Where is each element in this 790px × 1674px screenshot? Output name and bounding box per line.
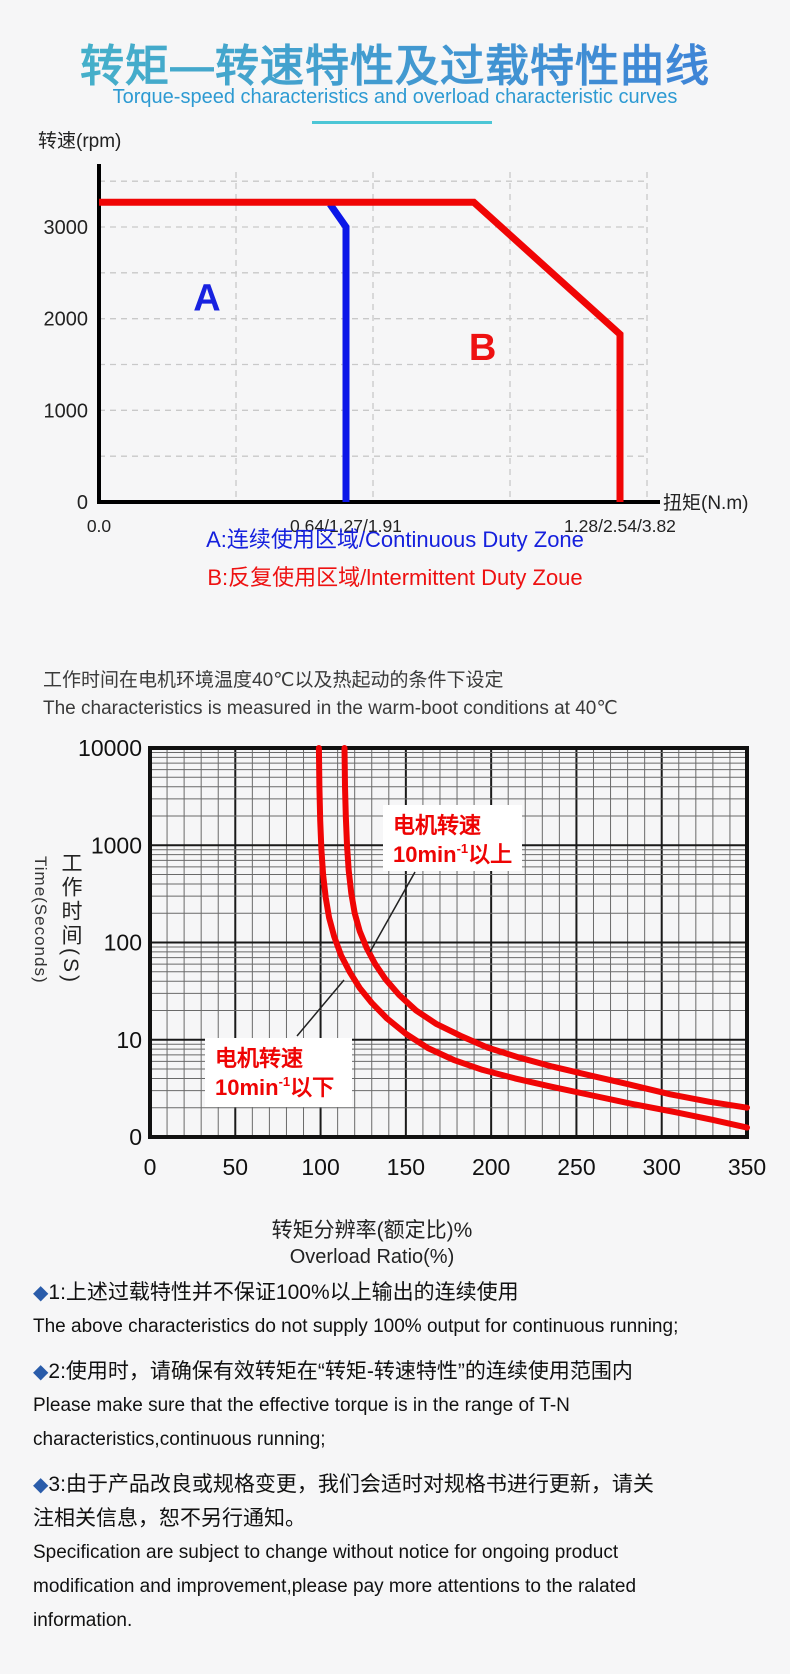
- note-item-2: ◆2:使用时，请确保有效转矩在“转矩-转速特性”的连续使用范围内 Please m…: [33, 1355, 770, 1457]
- x-tick-label: 0: [144, 1154, 157, 1180]
- note-en-line: modification and improvement,please pay …: [33, 1576, 637, 1597]
- speed-axis-title: 转速(rpm): [38, 130, 121, 152]
- callout-line-below: [296, 979, 345, 1037]
- callout-line-above: [369, 871, 416, 953]
- speed-below-10min-curve: [315, 745, 750, 1131]
- condition-note-zh: 工作时间在电机环境温度40℃以及热起动的条件下设定: [43, 670, 504, 691]
- condition-note-en: The characteristics is measured in the w…: [43, 698, 618, 719]
- note-en-line: Specification are subject to change with…: [33, 1542, 619, 1563]
- zone-label-B: B: [469, 327, 496, 369]
- x-tick-label: 150: [387, 1154, 425, 1180]
- torque-axis-title: 扭矩(N.m): [663, 492, 748, 514]
- legend-continuous-duty-zone: A:连续使用区域/Continuous Duty Zone: [206, 527, 584, 552]
- x-tick-label: 1.28/2.54/3.82: [564, 516, 676, 536]
- overload-xaxis-title-en: Overload Ratio(%): [289, 1246, 455, 1268]
- note-zh-line: 注相关信息，恕不另行通知。: [33, 1507, 306, 1530]
- y-tick-label: 1000: [44, 400, 89, 422]
- speed-above-10min-curve: [341, 745, 750, 1111]
- y-tick-label: 1000: [91, 832, 142, 858]
- annotation-text-below: 10min-1以下: [215, 1074, 334, 1100]
- continuous-zone-boundary-line: [327, 202, 350, 502]
- legend-intermittent-duty-zone: B:反复使用区域/lntermittent Duty Zoue: [207, 565, 583, 590]
- note-en-line: information.: [33, 1610, 133, 1631]
- x-tick-label: 250: [557, 1154, 595, 1180]
- y-tick-label: 100: [104, 930, 142, 956]
- note-item-1: ◆1:上述过载特性并不保证100%以上输出的连续使用 The above char…: [33, 1276, 770, 1344]
- y-tick-label: 10: [116, 1027, 142, 1053]
- note-zh-line: ◆3:由于产品改良或规格变更，我们会适时对规格书进行更新，请关: [33, 1473, 654, 1496]
- zone-label-A: A: [193, 277, 220, 319]
- plot-border: [148, 746, 749, 1139]
- subtitle-underline-decoration: [312, 121, 492, 124]
- overload-yaxis-title-zh: 工作时间(S): [59, 852, 82, 985]
- note-zh-line: ◆2:使用时，请确保有效转矩在“转矩-转速特性”的连续使用范围内: [33, 1360, 633, 1383]
- y-tick-label: 3000: [44, 217, 89, 239]
- x-tick-label: 50: [222, 1154, 248, 1180]
- annotation-text-above: 电机转速: [393, 813, 481, 838]
- page-title: 转矩—转速特性及过载特性曲线: [0, 30, 790, 94]
- x-tick-label: 300: [643, 1154, 681, 1180]
- x-tick-label: 0.0: [87, 516, 112, 536]
- annotation-text-above: 10min-1以上: [393, 841, 512, 867]
- x-tick-label: 200: [472, 1154, 510, 1180]
- footnotes-section: ◆1:上述过载特性并不保证100%以上输出的连续使用 The above char…: [33, 1276, 770, 1649]
- note-zh-line: ◆1:上述过载特性并不保证100%以上输出的连续使用: [33, 1281, 519, 1304]
- page-subtitle: Torque-speed characteristics and overloa…: [112, 86, 678, 108]
- y-tick-label: 0: [129, 1124, 142, 1150]
- overload-yaxis-title-en: Time(Seconds): [31, 856, 50, 984]
- x-tick-label: 350: [728, 1154, 766, 1180]
- x-tick-label: 100: [301, 1154, 339, 1180]
- overload-chart: 电机转速10min-1以上电机转速10min-1以下10000100010010…: [78, 735, 766, 1180]
- y-tick-label: 0: [77, 492, 88, 514]
- torque-speed-chart: A B 0 1000 2000 3000 0.0 0.64/1.27/1.91 1.28/2.5…: [38, 130, 748, 536]
- x-tick-label: 0.64/1.27/1.91: [290, 516, 402, 536]
- note-en-line: Please make sure that the effective torq…: [33, 1395, 570, 1416]
- y-tick-label: 2000: [44, 309, 89, 331]
- y-tick-label: 10000: [78, 735, 142, 761]
- annotation-box-above: [383, 805, 522, 871]
- note-number: 2:: [48, 1360, 66, 1383]
- note-number: 1:: [48, 1281, 66, 1304]
- diamond-bullet-icon: ◆: [33, 1474, 49, 1496]
- intermittent-zone-boundary-line: [99, 198, 624, 502]
- note-en-line: The above characteristics do not supply …: [33, 1316, 679, 1337]
- annotation-text-below: 电机转速: [215, 1046, 303, 1071]
- annotation-box-below: [205, 1038, 352, 1107]
- diamond-bullet-icon: ◆: [33, 1361, 49, 1383]
- note-en-line: characteristics,continuous running;: [33, 1429, 326, 1450]
- note-item-3: ◆3:由于产品改良或规格变更，我们会适时对规格书进行更新，请关 注相关信息，恕不另…: [33, 1468, 770, 1638]
- diamond-bullet-icon: ◆: [33, 1282, 49, 1304]
- note-number: 3:: [48, 1473, 66, 1496]
- overload-xaxis-title-zh: 转矩分辨率(额定比)%: [271, 1219, 473, 1242]
